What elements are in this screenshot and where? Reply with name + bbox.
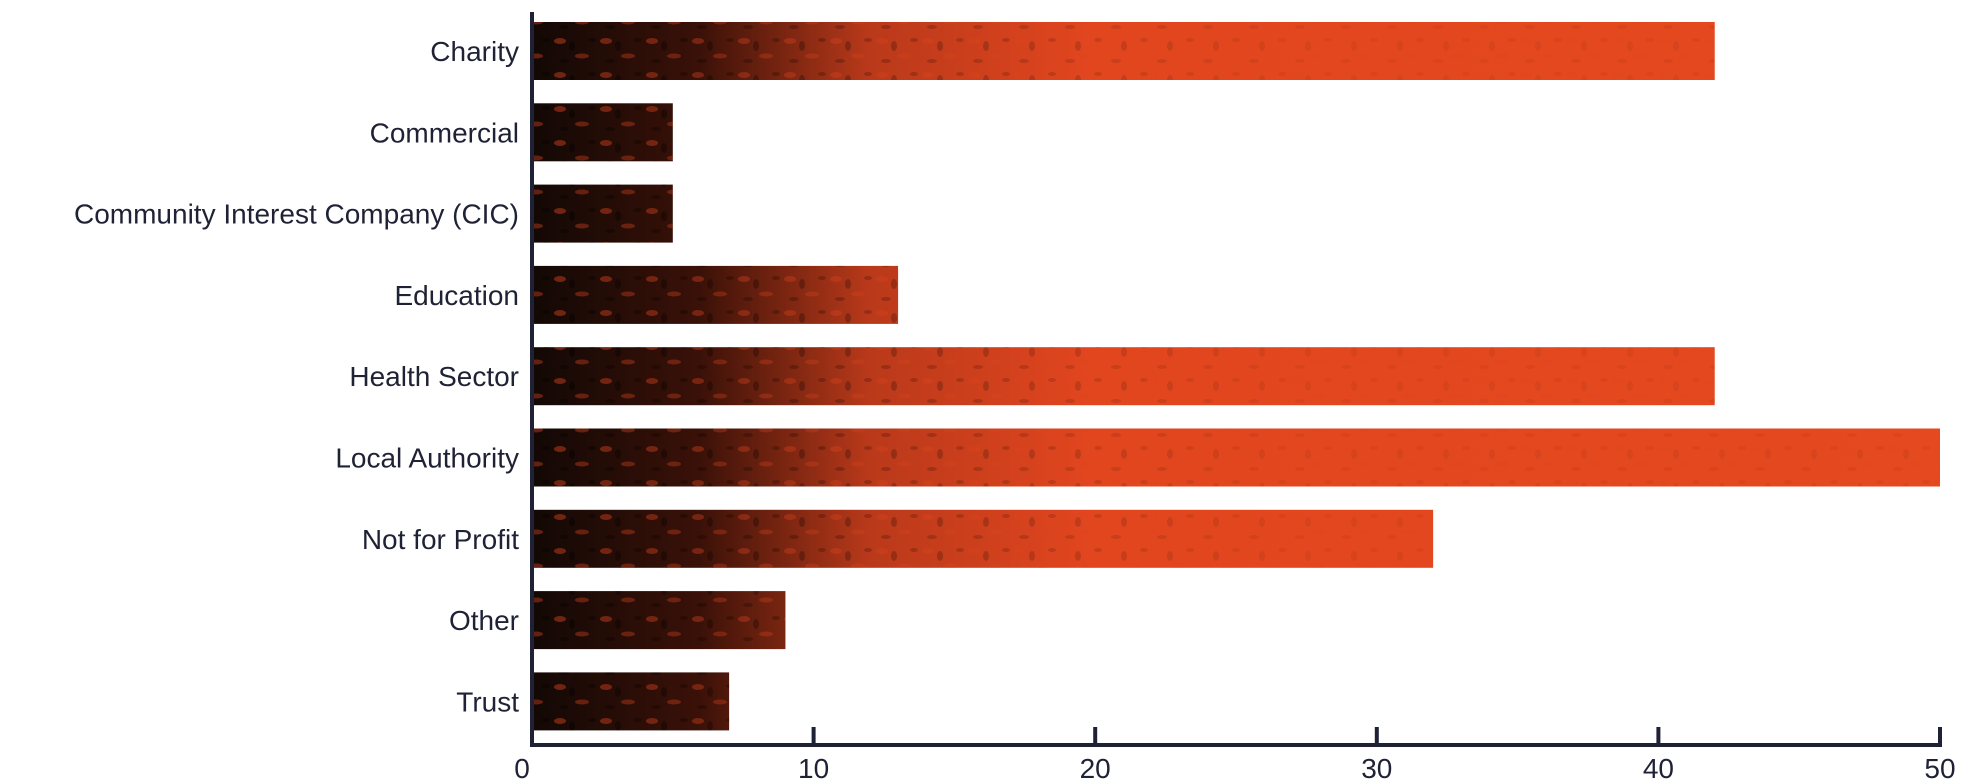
x-tick-label: 40 (1643, 753, 1674, 782)
bar-texture (532, 672, 730, 731)
bar-texture (532, 428, 1940, 487)
category-label: Commercial (370, 117, 519, 148)
x-tick-label: 20 (1080, 753, 1111, 782)
bar-texture (532, 591, 786, 650)
x-axis-ticks: 0 10 20 30 40 50 (514, 727, 1956, 782)
x-tick-label: 30 (1361, 753, 1392, 782)
category-label: Local Authority (335, 443, 519, 474)
bar-texture (532, 347, 1715, 406)
bar-texture (532, 103, 673, 162)
category-label: Education (394, 280, 519, 311)
bar-texture (532, 509, 1434, 568)
x-tick-label: 50 (1924, 753, 1955, 782)
category-label: Not for Profit (362, 524, 519, 555)
category-labels: Charity Commercial Community Interest Comp… (74, 36, 519, 717)
category-label: Other (449, 605, 519, 636)
category-label: Charity (430, 36, 519, 67)
category-label: Health Sector (349, 361, 519, 392)
category-label: Trust (456, 686, 519, 717)
x-tick-label: 0 (514, 753, 530, 782)
bar-texture (532, 22, 1715, 80)
bar-texture (532, 184, 673, 243)
bars-group (532, 22, 1940, 731)
bar-texture (532, 265, 899, 324)
category-label: Community Interest Company (CIC) (74, 199, 519, 230)
x-tick-label: 10 (798, 753, 829, 782)
